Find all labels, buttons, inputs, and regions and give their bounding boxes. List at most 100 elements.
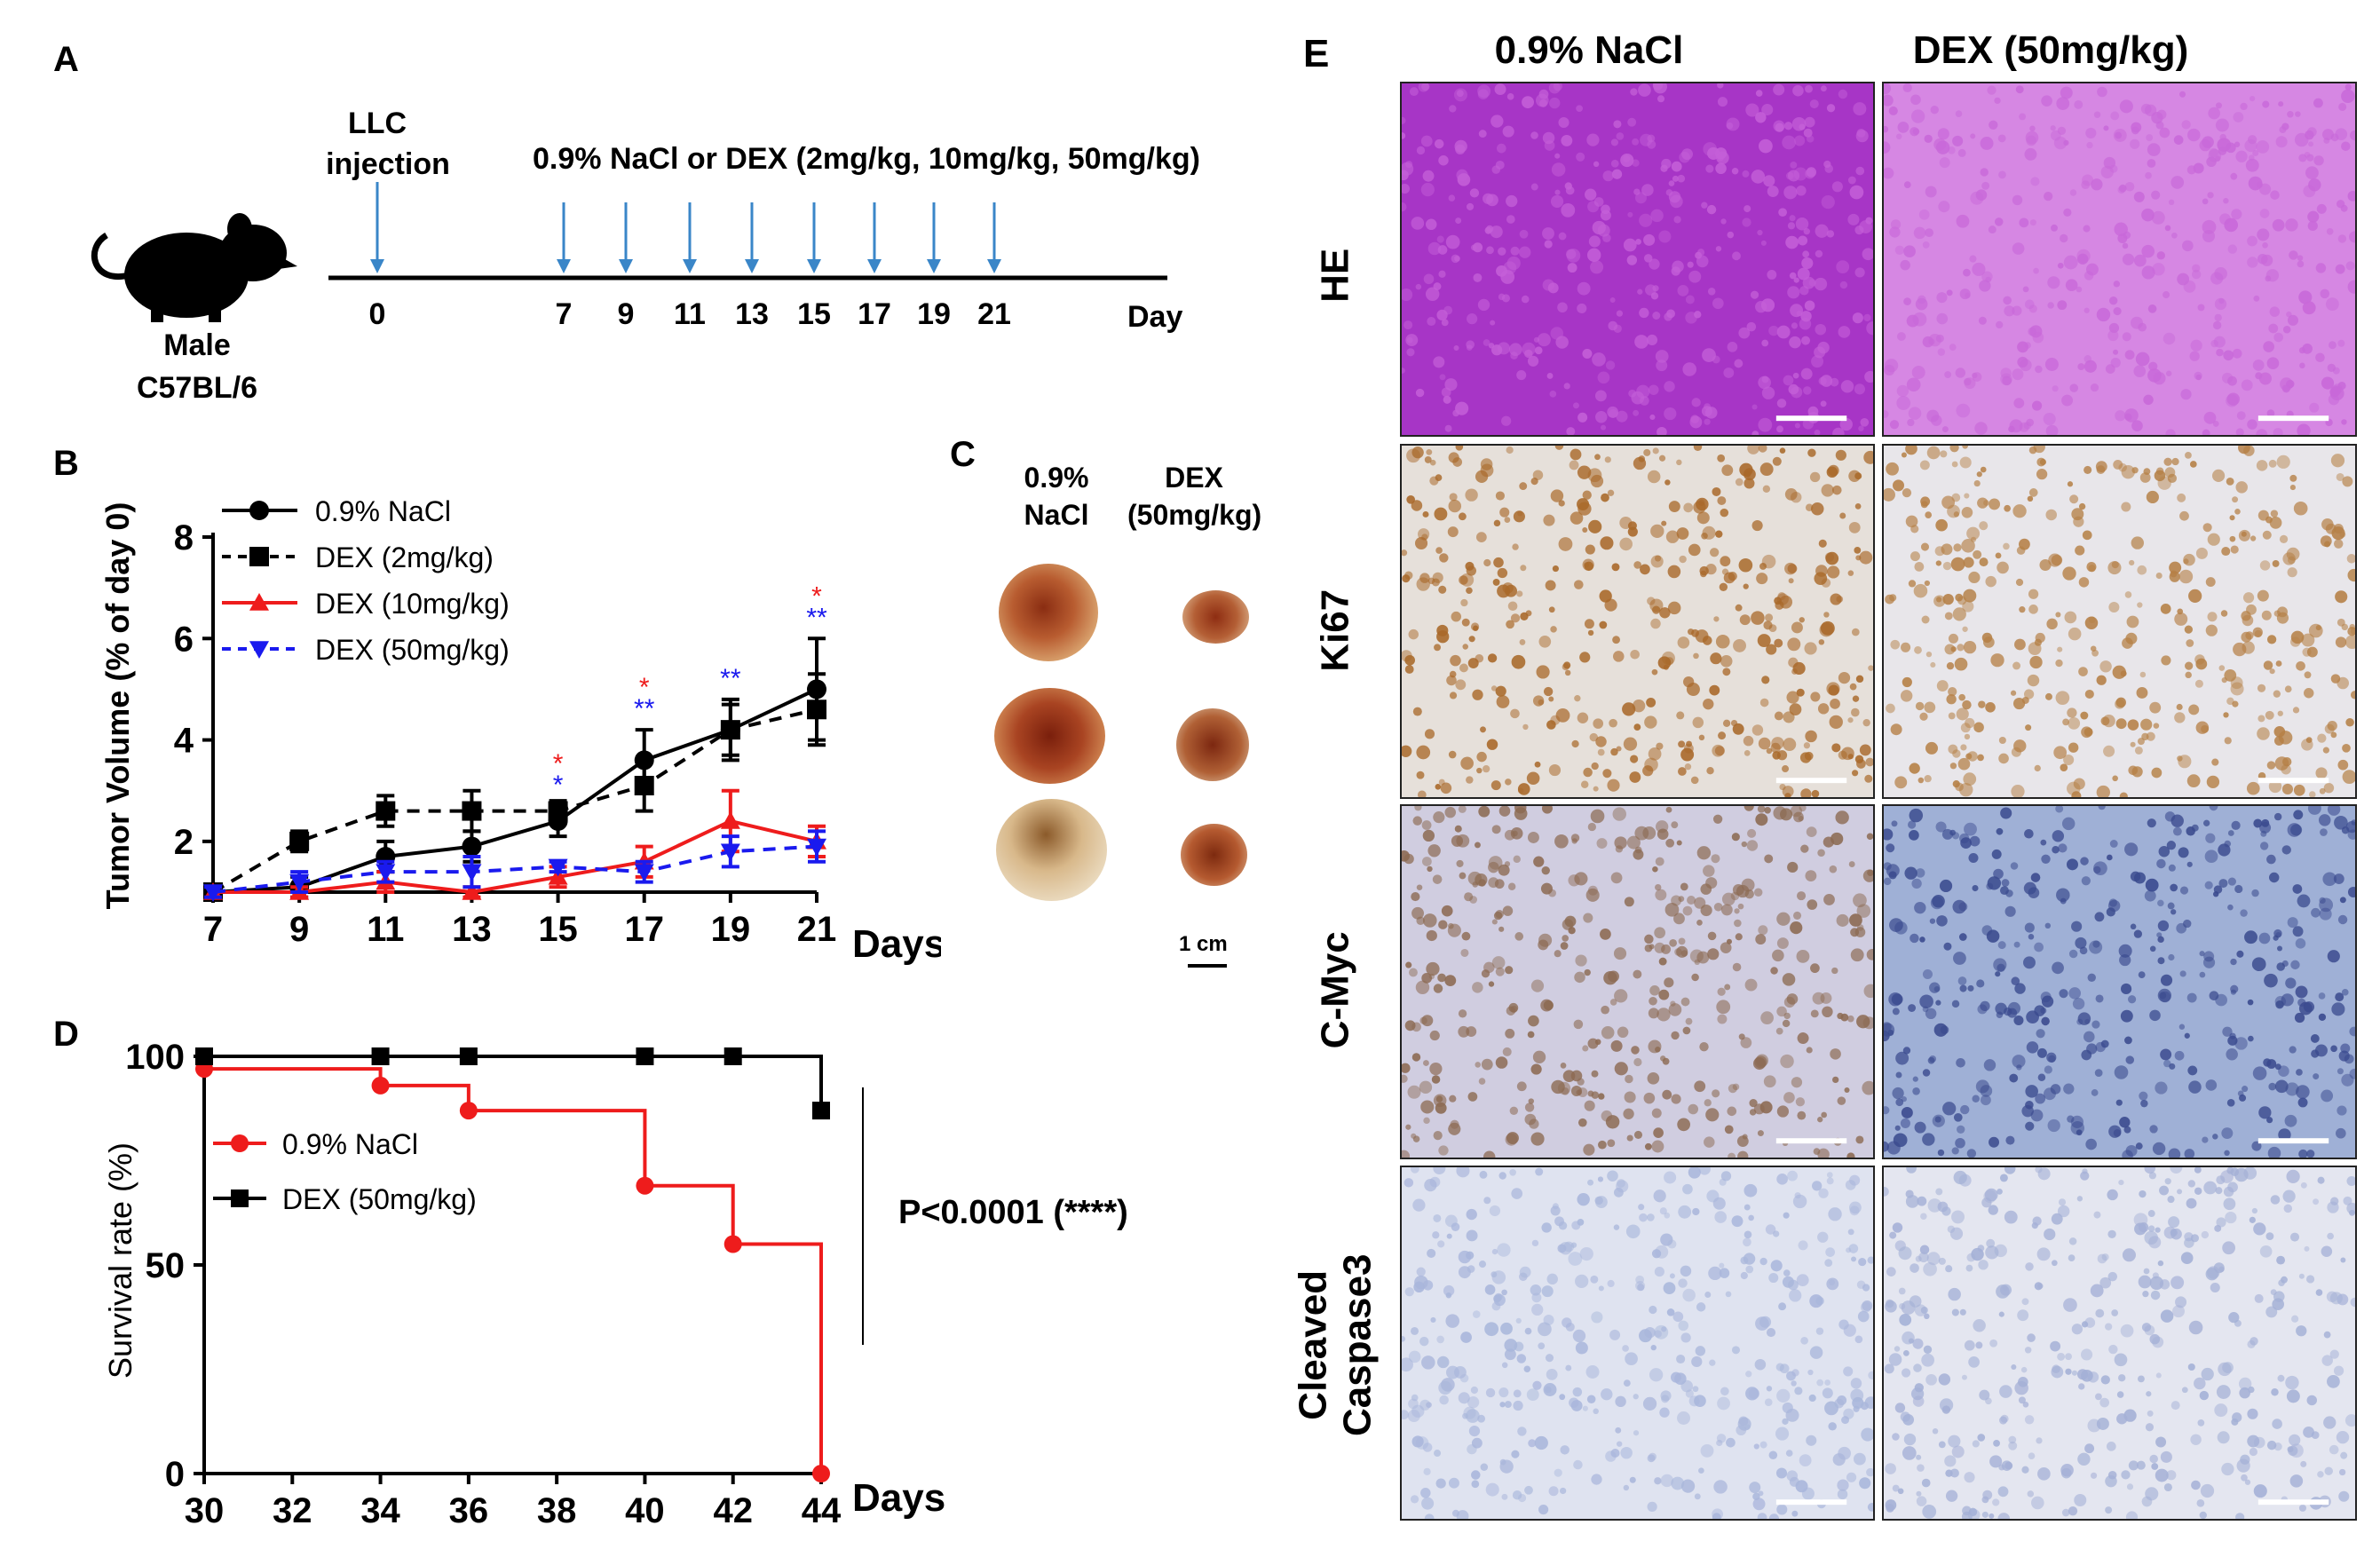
b-x-tick-label: 21 <box>797 910 837 949</box>
b-data-point <box>720 720 740 740</box>
d-legend-marker <box>231 1189 249 1207</box>
b-data-point <box>548 858 568 877</box>
b-y-tick-label: 6 <box>174 620 194 659</box>
scale-bar <box>2257 1138 2329 1144</box>
treatment-label: 0.9% NaCl or DEX (2mg/kg, 10mg/kg, 50mg/… <box>533 142 1200 176</box>
panel-b-letter: B <box>53 444 79 483</box>
c-col1-line2: NaCl <box>1024 499 1089 531</box>
e-row-label-caspase3: Caspase3 <box>1335 1253 1380 1437</box>
b-data-point <box>289 873 310 892</box>
scale-label: 1 cm <box>1179 932 1228 956</box>
mouse-label-2: C57BL/6 <box>137 371 257 405</box>
day-unit: Day <box>1127 300 1182 334</box>
b-data-point <box>462 864 482 882</box>
b-data-point <box>376 864 396 882</box>
d-y-axis-label: Survival rate (%) <box>102 1142 138 1379</box>
panel-d-chart: D Survival rate (%) Days 0 50 100 30 32 34 36 3… <box>53 1015 1128 1530</box>
tumor-nacl-1 <box>999 564 1098 661</box>
d-data-point <box>636 1047 654 1065</box>
d-data-point <box>195 1047 213 1065</box>
injection-label-1: LLC <box>348 107 407 140</box>
scale-bar <box>2257 1499 2329 1506</box>
b-legend-label: DEX (10mg/kg) <box>315 588 510 620</box>
d-data-point <box>371 1047 390 1065</box>
b-y-tick-label: 4 <box>174 722 194 761</box>
b-data-point <box>289 831 310 851</box>
tumor-dex-2 <box>1176 708 1249 781</box>
panel-c: C 0.9% NaCl DEX (50mg/kg) 1 cm <box>941 426 1296 994</box>
b-x-tick-label: 13 <box>452 910 492 949</box>
injection-arrowhead <box>745 259 759 273</box>
panel-e: E 0.9% NaCl DEX (50mg/kg) HE Ki67 C-Myc … <box>1292 0 2380 1557</box>
d-x-tick-label: 38 <box>537 1491 577 1530</box>
b-data-point <box>720 843 740 862</box>
d-series-1 <box>195 1047 830 1120</box>
b-x-tick-label: 7 <box>203 910 223 949</box>
scale-bar <box>2257 415 2329 422</box>
e-row-label-cmyc: C-Myc <box>1313 931 1357 1049</box>
d-series-0 <box>195 1060 830 1482</box>
e-col-header-dex: DEX (50mg/kg) <box>1912 28 2189 72</box>
injection-arrowhead <box>987 259 1001 273</box>
b-data-point <box>462 836 482 857</box>
d-data-point <box>723 1047 742 1065</box>
b-legend-marker <box>249 593 269 611</box>
tumor-nacl-2 <box>994 688 1105 784</box>
histology-image-cmyc-dex <box>1882 804 2357 1159</box>
d-y-tick-label: 50 <box>146 1246 186 1285</box>
b-sig-red: * <box>639 673 650 702</box>
injection-arrowhead <box>619 259 633 273</box>
b-series-line <box>211 707 818 894</box>
d-x-tick-label: 34 <box>360 1491 400 1530</box>
injection-arrowhead <box>370 259 384 273</box>
tumor-dex-3 <box>1181 824 1247 886</box>
timeline-day-label: 7 <box>556 297 573 331</box>
mouse-label-1: Male <box>163 328 231 362</box>
b-legend-marker <box>249 501 269 520</box>
b-y-axis-label: Tumor Volume (% of day 0) <box>99 502 136 910</box>
b-legend-marker <box>249 641 269 659</box>
histology-image-he-nacl <box>1400 82 1875 437</box>
d-series <box>195 1047 830 1482</box>
e-col-header-nacl: 0.9% NaCl <box>1494 28 1684 72</box>
d-x-tick-label: 40 <box>625 1491 665 1530</box>
e-row-label-he: HE <box>1313 248 1357 303</box>
panel-c-letter: C <box>950 435 976 474</box>
d-legend-marker <box>231 1134 249 1152</box>
e-row-label-ki67: Ki67 <box>1313 589 1357 672</box>
b-x-tick-label: 19 <box>711 910 751 949</box>
scale-bar <box>1775 415 1847 422</box>
injection-arrowhead <box>683 259 697 273</box>
c-col1-line1: 0.9% <box>1024 462 1089 494</box>
timeline-day-labels: 0 7 9 11 13 15 17 19 21 <box>369 297 1011 331</box>
b-sig-blue: ** <box>634 694 655 723</box>
b-x-tick-label: 11 <box>367 910 404 949</box>
d-data-point <box>812 1102 830 1120</box>
histology-image-ki67-dex <box>1882 444 2357 799</box>
timeline-day-label: 13 <box>735 297 769 331</box>
b-significance-marks: ***** ***** <box>553 581 827 800</box>
histology-image-ki67-nacl <box>1400 444 1875 799</box>
b-data-point <box>376 801 396 821</box>
panel-e-letter: E <box>1303 32 1330 75</box>
timeline-day-label: 0 <box>369 297 386 331</box>
b-series-3 <box>203 829 826 902</box>
b-data-point <box>634 864 654 882</box>
panel-b-chart: B Tumor Volume (% of day 0) Days 0.9% Na… <box>53 444 941 966</box>
b-sig-blue: * <box>553 771 564 800</box>
b-data-point <box>634 776 654 795</box>
b-data-point <box>548 801 568 821</box>
b-legend-label: 0.9% NaCl <box>315 495 451 527</box>
b-legend: 0.9% NaCl DEX (2mg/kg) DEX (10mg/kg) DEX (5… <box>222 495 510 666</box>
b-series-line <box>212 844 818 894</box>
b-data-point <box>462 801 482 821</box>
timeline-day-label: 15 <box>797 297 831 331</box>
b-y-tick-label: 2 <box>174 823 194 862</box>
d-x-tick-label: 44 <box>802 1491 842 1530</box>
scale-bar <box>1775 1499 1847 1506</box>
d-x-tick-label: 30 <box>185 1491 225 1530</box>
b-data-point <box>462 882 482 900</box>
injection-arrows <box>370 182 1001 273</box>
d-legend-label: DEX (50mg/kg) <box>282 1183 477 1215</box>
d-data-point <box>459 1047 478 1065</box>
